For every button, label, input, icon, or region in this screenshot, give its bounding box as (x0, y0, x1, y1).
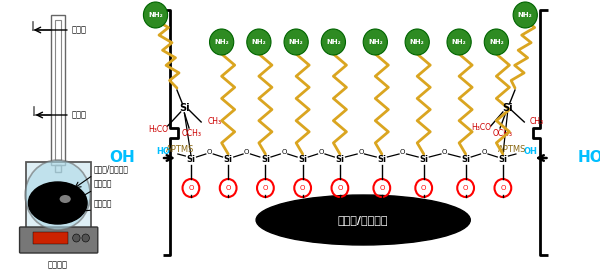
Bar (55, 165, 61, 172)
Text: NH₂: NH₂ (518, 12, 533, 18)
Text: HO: HO (577, 150, 600, 166)
Bar (51, 15, 65, 165)
Text: O: O (400, 149, 406, 155)
Text: 活性炭/聚醚砜膜: 活性炭/聚醚砜膜 (94, 164, 129, 173)
Text: Si: Si (187, 156, 196, 164)
Text: CH₃: CH₃ (208, 118, 222, 127)
Text: O: O (244, 149, 250, 155)
Text: O: O (463, 185, 469, 191)
Circle shape (82, 234, 89, 242)
Text: O: O (226, 185, 231, 191)
Text: Si: Si (298, 156, 307, 164)
Text: Si: Si (419, 156, 428, 164)
Text: NH₂: NH₂ (489, 39, 504, 45)
Text: H₃CO: H₃CO (472, 124, 491, 133)
Text: NH₂: NH₂ (368, 39, 383, 45)
Text: OCH₃: OCH₃ (182, 130, 202, 138)
Text: APTMS: APTMS (166, 146, 194, 154)
Text: O: O (337, 185, 343, 191)
Text: CH₃: CH₃ (530, 118, 544, 127)
Text: O: O (263, 185, 268, 191)
Circle shape (25, 160, 91, 230)
Circle shape (209, 29, 234, 55)
Text: 存水彎: 存水彎 (72, 111, 87, 120)
Circle shape (513, 2, 538, 28)
Text: O: O (281, 149, 287, 155)
Text: 水浴加熱: 水浴加熱 (94, 199, 113, 208)
Text: 活性炭/聚醚砜膜: 活性炭/聚醚砜膜 (338, 215, 388, 225)
Circle shape (484, 29, 508, 55)
Text: O: O (300, 185, 305, 191)
Circle shape (73, 234, 80, 242)
Circle shape (447, 29, 471, 55)
FancyBboxPatch shape (20, 227, 98, 253)
Text: O: O (500, 185, 506, 191)
Ellipse shape (256, 195, 470, 245)
Circle shape (321, 29, 346, 55)
Text: NH₂: NH₂ (214, 39, 229, 45)
Text: Si: Si (461, 156, 470, 164)
Text: OH: OH (523, 147, 537, 156)
Text: NH₂: NH₂ (289, 39, 304, 45)
Bar (55, 20, 61, 160)
Text: Si: Si (502, 103, 513, 113)
Circle shape (284, 29, 308, 55)
Text: HO: HO (157, 147, 170, 156)
Text: O: O (482, 149, 487, 155)
Circle shape (247, 29, 271, 55)
Text: O: O (379, 185, 385, 191)
Circle shape (143, 2, 167, 28)
Ellipse shape (59, 195, 71, 203)
Text: Si: Si (499, 156, 508, 164)
Text: NH₂: NH₂ (452, 39, 466, 45)
Text: NH₂: NH₂ (410, 39, 425, 45)
Text: O: O (207, 149, 212, 155)
Text: Si: Si (335, 156, 344, 164)
Text: O: O (421, 185, 427, 191)
Text: 解決方案: 解決方案 (94, 179, 113, 188)
Text: Si: Si (261, 156, 270, 164)
Text: O: O (188, 185, 194, 191)
Text: Si: Si (377, 156, 386, 164)
Text: 加熱攪拌: 加熱攪拌 (48, 260, 68, 269)
Text: APTMS: APTMS (498, 146, 526, 154)
Text: Si: Si (224, 156, 233, 164)
Bar (26, 162, 91, 228)
Text: NH₂: NH₂ (326, 39, 341, 45)
Text: O: O (442, 149, 448, 155)
Text: H₃CO: H₃CO (148, 125, 169, 134)
Circle shape (405, 29, 430, 55)
Text: Si: Si (179, 103, 190, 113)
Text: OCH₃: OCH₃ (493, 130, 513, 138)
Text: O: O (319, 149, 324, 155)
Text: NH₂: NH₂ (251, 39, 266, 45)
Bar (26, 162, 91, 228)
Text: NH₂: NH₂ (148, 12, 163, 18)
Text: OH: OH (109, 150, 135, 166)
Circle shape (363, 29, 388, 55)
Text: O: O (358, 149, 364, 155)
Text: 出水口: 出水口 (72, 25, 87, 34)
Ellipse shape (28, 182, 87, 224)
Bar (32, 232, 68, 244)
